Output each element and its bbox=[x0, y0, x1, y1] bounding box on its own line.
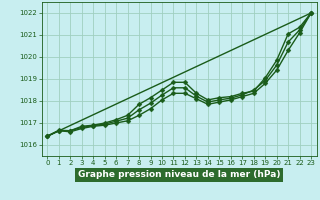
X-axis label: Graphe pression niveau de la mer (hPa): Graphe pression niveau de la mer (hPa) bbox=[78, 170, 280, 179]
